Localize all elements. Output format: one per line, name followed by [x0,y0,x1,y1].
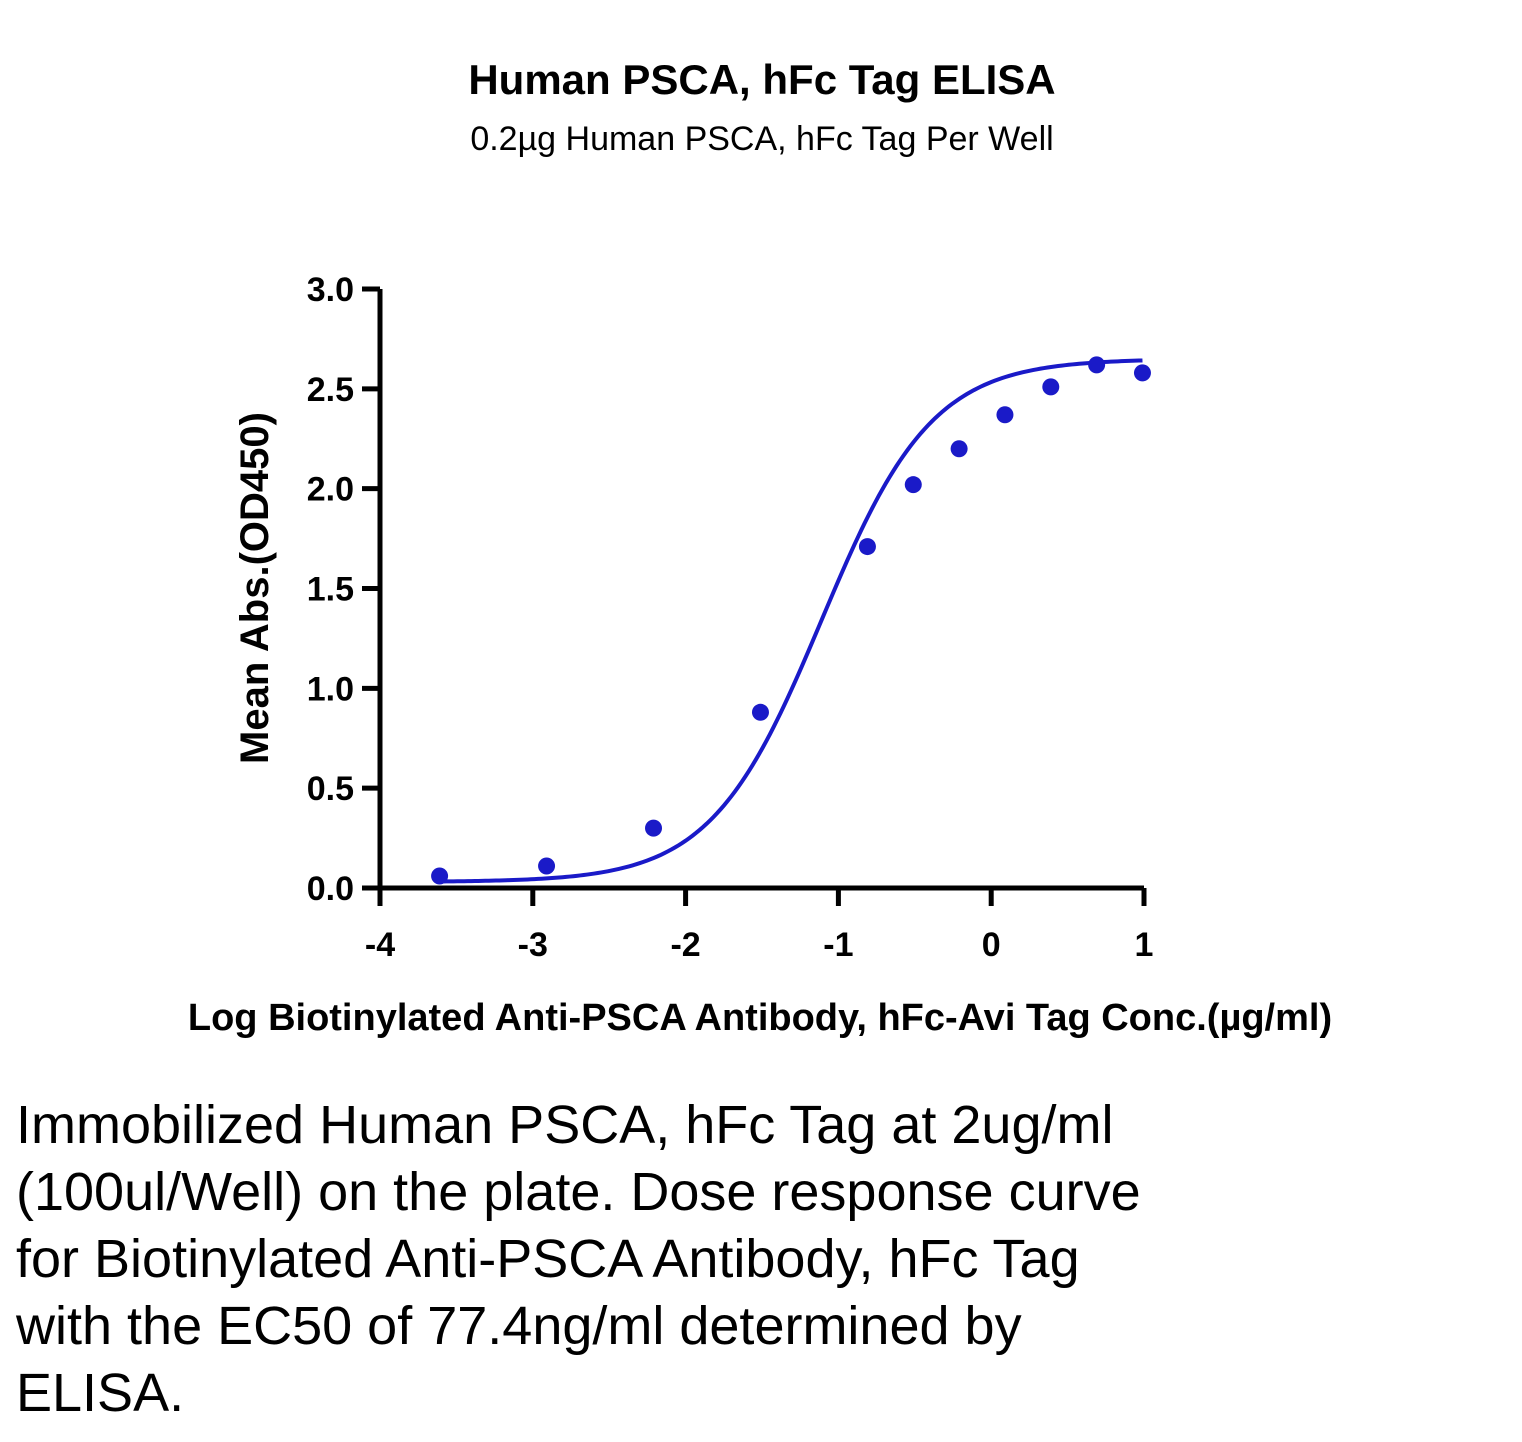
x-tick-label: -3 [518,926,548,964]
y-tick-label: 0.0 [307,870,354,908]
x-tick-label: -2 [670,926,700,964]
y-axis-ticks: 0.0 0.5 1.0 1.5 2.0 2.5 3.0 [307,271,380,908]
data-point [1042,378,1060,396]
x-tick-label: -1 [823,926,853,964]
x-tick-label: 1 [1135,926,1154,964]
data-point [1133,364,1151,382]
x-axis-label: Log Biotinylated Anti-PSCA Antibody, hFc… [188,997,1332,1039]
elisa-chart: Human PSCA, hFc Tag ELISA 0.2µg Human PS… [188,56,1332,1039]
fit-curve-layer [439,358,1143,884]
x-tick-label: 0 [982,926,1001,964]
axes [377,289,1144,891]
y-tick-label: 2.0 [307,471,354,509]
data-point [996,406,1014,424]
y-tick-label: 1.0 [307,670,354,708]
chart-subtitle: 0.2µg Human PSCA, hFc Tag Per Well [470,120,1053,158]
fit-curve [439,358,1143,884]
y-tick-label: 0.5 [307,770,354,808]
data-point [538,857,556,875]
y-tick-label: 3.0 [307,271,354,309]
x-axis-ticks: -4 -3 -2 -1 0 1 [365,888,1154,964]
data-point [858,538,876,556]
figure-caption: Immobilized Human PSCA, hFc Tag at 2ug/m… [16,1095,1141,1423]
y-tick-label: 1.5 [307,571,354,609]
data-point [950,440,968,458]
y-axis-label: Mean Abs.(OD450) [233,412,277,764]
y-tick-label: 2.5 [307,371,354,409]
x-tick-label: -4 [365,926,395,964]
data-point [431,867,449,885]
data-point [645,819,663,837]
data-point [904,476,922,494]
data-point [751,703,769,721]
data-points [431,356,1151,885]
data-point [1088,356,1106,374]
chart-title: Human PSCA, hFc Tag ELISA [468,56,1055,103]
